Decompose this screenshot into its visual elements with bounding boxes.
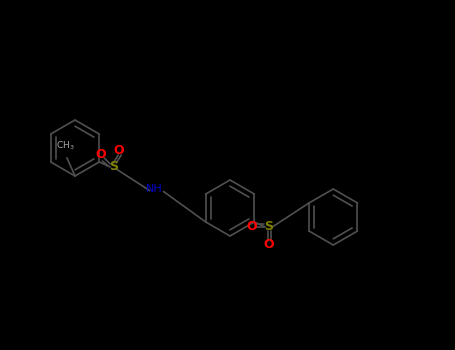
Text: S: S [264,220,273,233]
Text: O: O [113,145,124,158]
Text: CH$_3$: CH$_3$ [56,140,74,152]
Text: NH: NH [146,184,163,195]
Text: O: O [246,220,257,233]
Text: O: O [263,238,273,252]
Text: O: O [95,147,106,161]
Text: S: S [109,161,118,174]
